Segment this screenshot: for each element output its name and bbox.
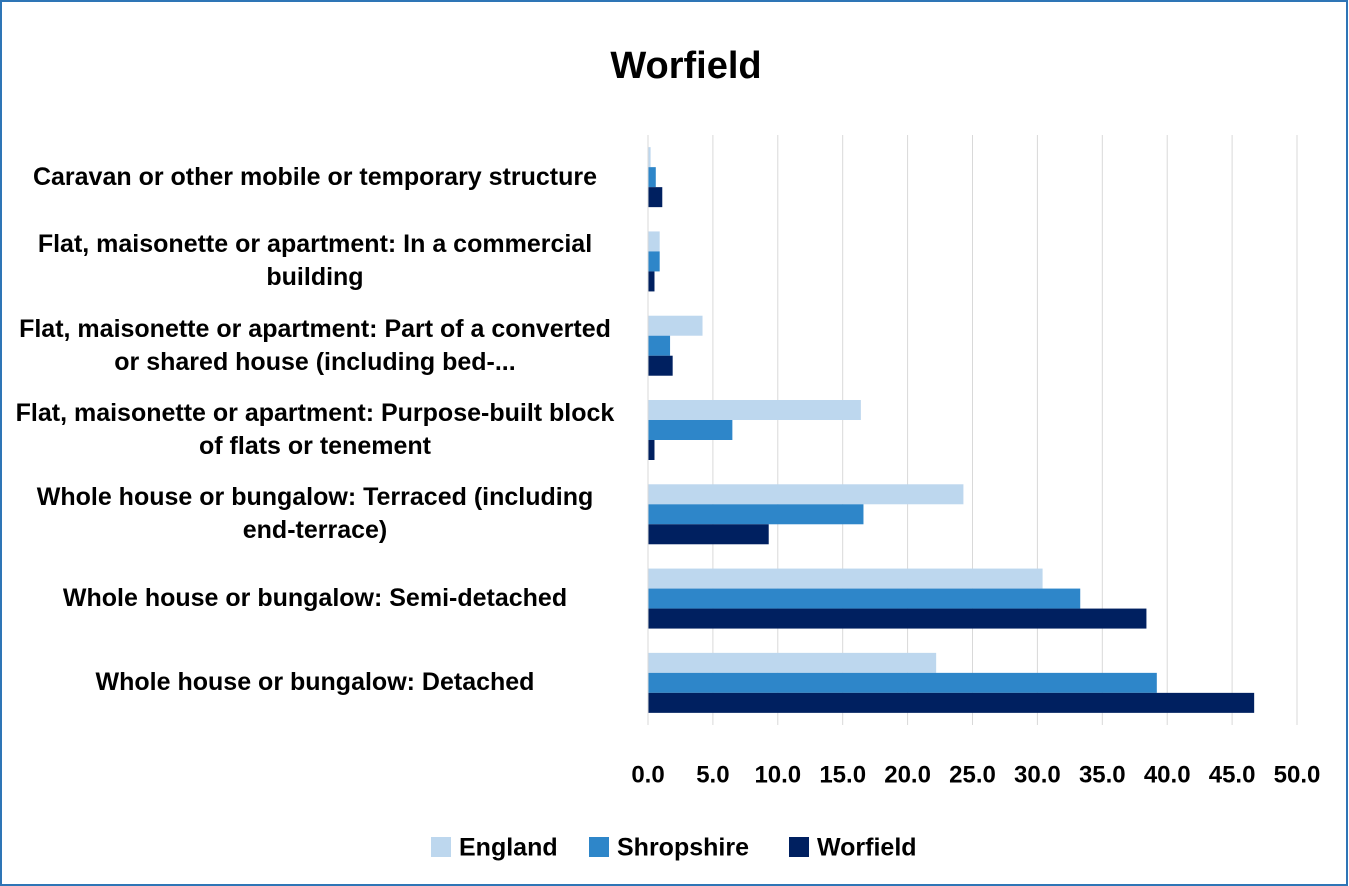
y-tick-label: Flat, maisonette or apartment: In a comm…	[37, 230, 593, 292]
x-tick-label: 40.0	[1144, 761, 1191, 788]
bar	[648, 524, 769, 545]
bar	[648, 588, 1081, 609]
x-tick-label: 20.0	[884, 761, 931, 788]
bar	[648, 504, 864, 525]
y-tick-label: Caravan or other mobile or temporary str…	[32, 162, 598, 191]
bar	[648, 440, 655, 460]
x-tick-label: 35.0	[1079, 761, 1126, 788]
bar	[648, 652, 937, 673]
bar	[648, 231, 660, 252]
y-tick-label: Whole house or bungalow: Detached	[95, 668, 535, 697]
bar	[648, 251, 660, 272]
chart-title: Worfield	[610, 45, 761, 87]
legend-label: Shropshire	[617, 834, 749, 862]
bar	[648, 608, 1147, 629]
bar	[648, 420, 733, 440]
bar	[648, 187, 663, 208]
y-tick-label: Whole house or bungalow: Semi-detached	[62, 584, 568, 613]
bar	[648, 355, 673, 376]
bar	[648, 568, 1043, 589]
bar	[648, 672, 1157, 693]
x-tick-label: 5.0	[696, 761, 729, 788]
legend-swatch	[589, 837, 609, 857]
bar	[648, 692, 1255, 713]
bar	[648, 147, 651, 168]
x-tick-label: 15.0	[819, 761, 866, 788]
legend-swatch	[789, 837, 809, 857]
x-tick-label: 0.0	[631, 761, 664, 788]
x-tick-label: 45.0	[1209, 761, 1256, 788]
legend-label: England	[459, 834, 558, 862]
bar	[648, 400, 861, 420]
y-tick-label: Whole house or bungalow: Terraced (inclu…	[36, 483, 594, 545]
bar	[648, 271, 655, 292]
y-tick-label: Flat, maisonette or apartment: Part of a…	[19, 314, 611, 376]
bar	[648, 315, 703, 336]
x-tick-label: 30.0	[1014, 761, 1061, 788]
x-tick-label: 50.0	[1274, 761, 1321, 788]
y-tick-label: Flat, maisonette or apartment: Purpose-b…	[15, 399, 615, 460]
bar	[648, 484, 964, 505]
x-tick-label: 25.0	[949, 761, 996, 788]
legend-label: Worfield	[817, 834, 917, 862]
x-tick-label: 10.0	[754, 761, 801, 788]
bar	[648, 335, 671, 356]
bar	[648, 167, 656, 188]
legend-swatch	[431, 837, 451, 857]
